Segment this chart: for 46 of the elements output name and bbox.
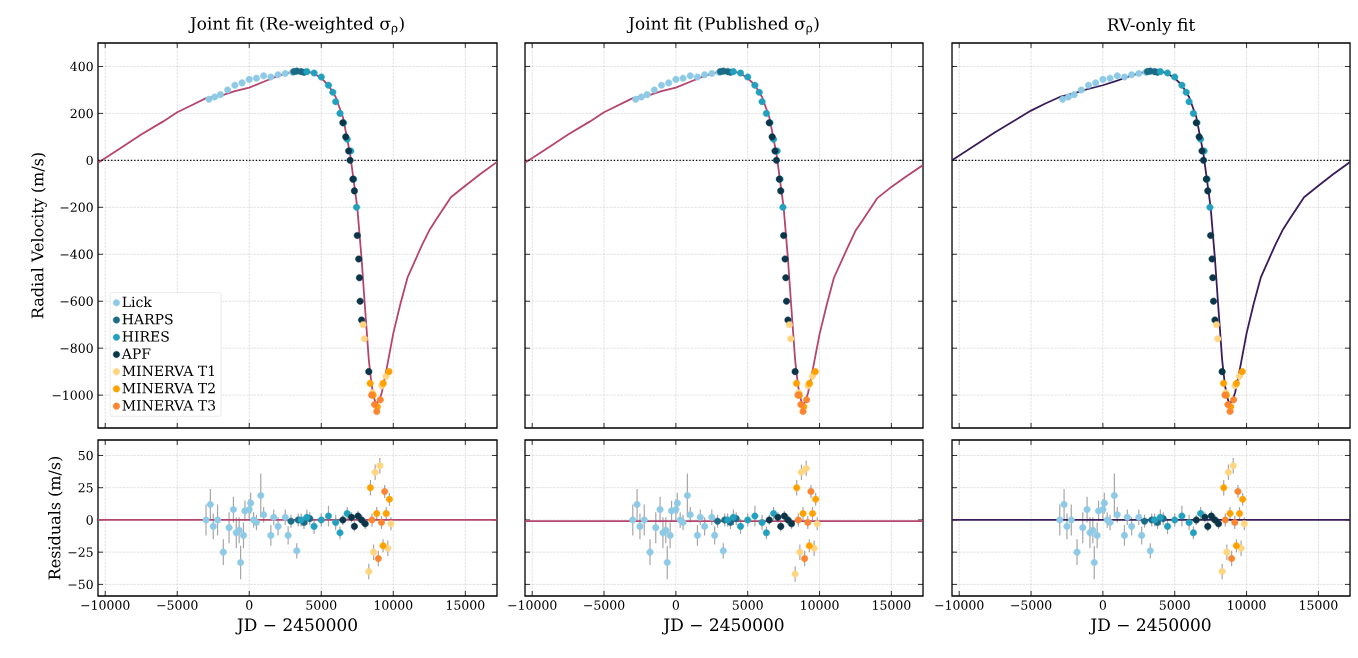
x-tick-label: −5000 bbox=[1011, 600, 1052, 610]
x-tick-label: −10000 bbox=[81, 600, 130, 610]
chart-title: Joint fit (Published σ$_{ρ}$) bbox=[626, 16, 819, 35]
y-tick-label: −25 bbox=[68, 547, 93, 557]
y-axis-title: Radial Velocity (m/s) bbox=[31, 153, 47, 319]
x-tick-label: 5000 bbox=[732, 600, 763, 610]
legend-label: HARPS bbox=[122, 313, 173, 325]
chart-title: RV-only fit bbox=[1107, 17, 1196, 35]
y-tick-label: 50 bbox=[78, 450, 93, 461]
x-tick-label: −5000 bbox=[157, 600, 198, 610]
legend-label: HIRES bbox=[122, 331, 169, 342]
x-tick-label: 10000 bbox=[801, 600, 839, 610]
y-tick-label: −1000 bbox=[52, 390, 93, 400]
y-tick-label: 0 bbox=[86, 155, 93, 166]
x-tick-label: 10000 bbox=[1228, 600, 1266, 610]
y-tick-label: −600 bbox=[60, 296, 93, 306]
x-axis-title: JD − 2450000 bbox=[235, 618, 357, 635]
legend-label: APF bbox=[121, 348, 151, 359]
y-tick-label: 0 bbox=[86, 515, 93, 525]
x-tick-label: −10000 bbox=[935, 600, 984, 610]
x-tick-label: 0 bbox=[246, 600, 253, 610]
x-tick-label: 10000 bbox=[374, 600, 413, 610]
x-tick-label: 5000 bbox=[306, 600, 337, 610]
x-axis-title: JD − 2450000 bbox=[1088, 618, 1211, 635]
x-tick-label: 15000 bbox=[446, 600, 485, 610]
x-tick-label: 15000 bbox=[1300, 600, 1338, 610]
y-axis-title: Residuals (m/s) bbox=[48, 456, 63, 580]
x-tick-label: 15000 bbox=[873, 600, 911, 610]
legend-label: MINERVA T3 bbox=[122, 400, 216, 411]
x-tick-label: 0 bbox=[1099, 600, 1107, 610]
x-axis-title: JD − 2450000 bbox=[661, 618, 784, 635]
legend-label: MINERVA T1 bbox=[122, 365, 215, 377]
y-tick-label: 200 bbox=[70, 108, 93, 119]
y-tick-label: 400 bbox=[70, 61, 93, 72]
x-tick-label: −10000 bbox=[508, 600, 557, 610]
legend-label: Lick bbox=[122, 296, 152, 308]
y-tick-label: −200 bbox=[60, 202, 93, 213]
legend-label: MINERVA T2 bbox=[122, 382, 215, 394]
x-tick-label: 5000 bbox=[1159, 600, 1190, 610]
chart-title: Joint fit (Re-weighted σ$_{ρ}$) bbox=[188, 16, 404, 35]
y-tick-label: 25 bbox=[78, 482, 93, 493]
x-tick-label: 0 bbox=[672, 600, 680, 610]
x-tick-label: −5000 bbox=[584, 600, 625, 610]
y-tick-label: −800 bbox=[60, 343, 93, 353]
y-tick-label: −400 bbox=[60, 249, 93, 259]
y-tick-label: −50 bbox=[68, 579, 93, 590]
